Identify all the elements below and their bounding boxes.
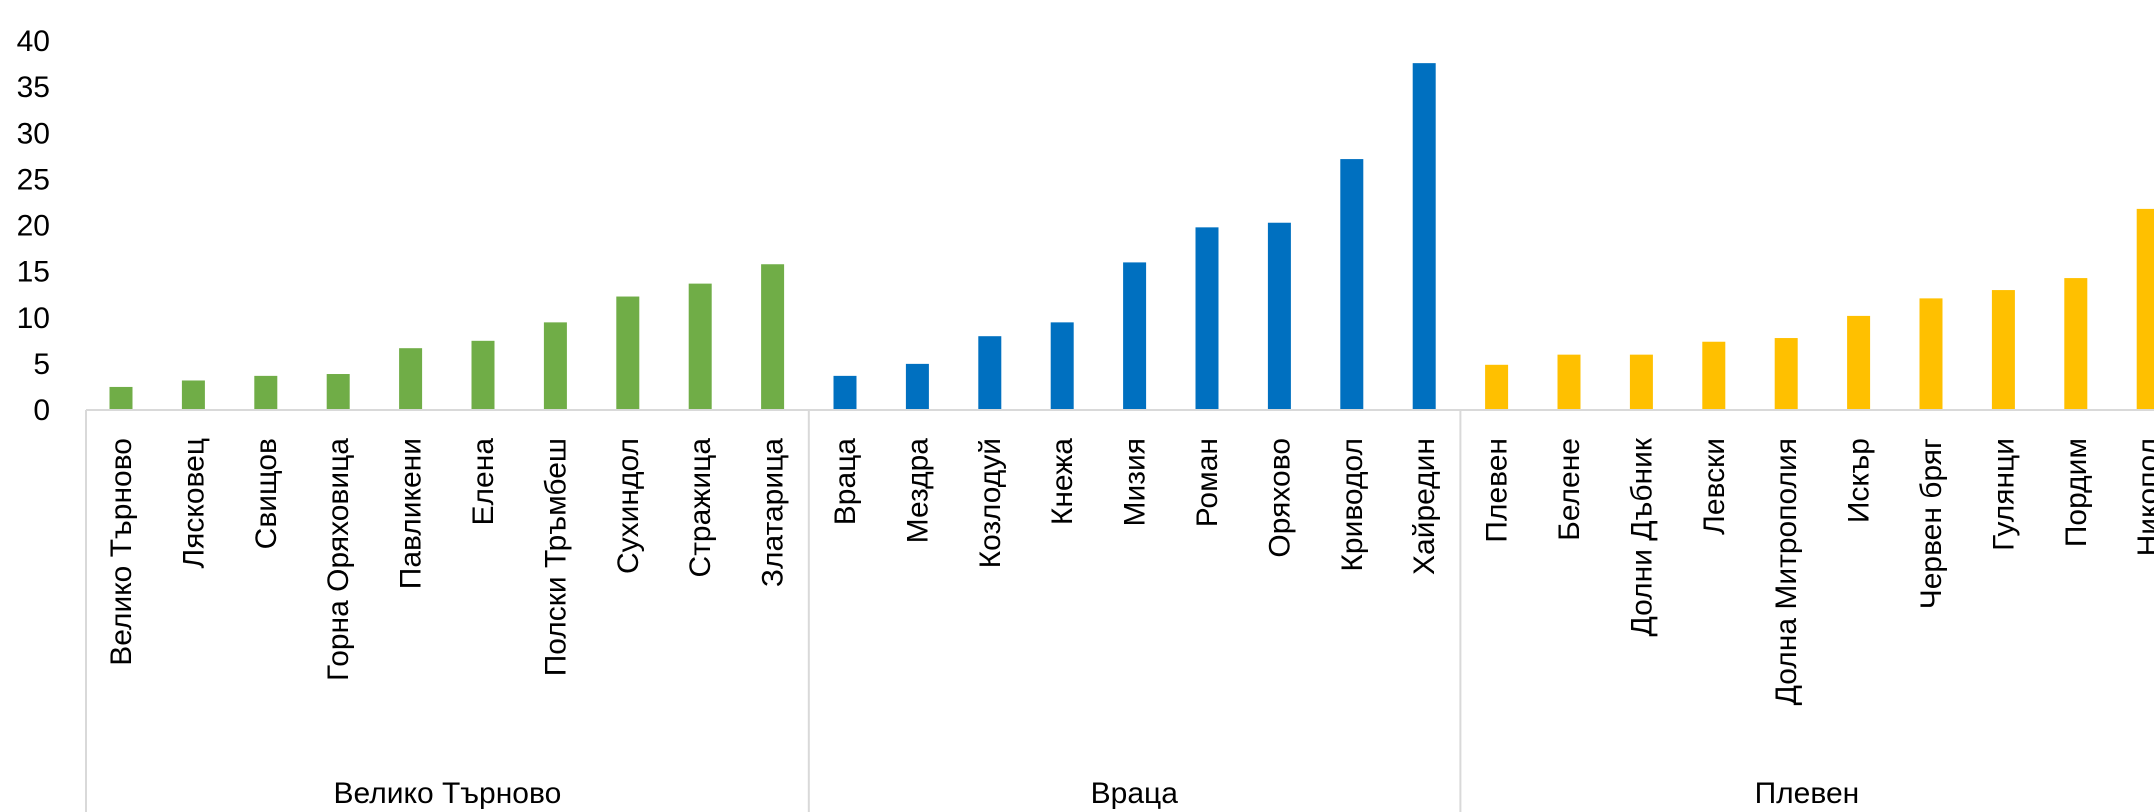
bar xyxy=(978,336,1002,410)
y-tick-label: 15 xyxy=(17,256,50,289)
bar xyxy=(1050,322,1074,410)
bar xyxy=(109,386,133,410)
category-label: Плевен xyxy=(1481,438,1514,543)
category-label: Искър xyxy=(1843,438,1876,523)
category-label: Долна Митрополия xyxy=(1770,438,1803,705)
bar xyxy=(688,283,712,410)
category-label: Мездра xyxy=(901,438,934,544)
category-label: Мизия xyxy=(1119,438,1152,527)
bar xyxy=(1557,354,1581,410)
bar xyxy=(1195,227,1219,410)
category-label: Лясковец xyxy=(177,438,210,569)
category-label: Стражица xyxy=(684,438,717,578)
bar xyxy=(1847,315,1871,410)
y-tick-label: 30 xyxy=(17,117,50,150)
y-tick-label: 5 xyxy=(33,348,50,381)
y-tick-label: 35 xyxy=(17,71,50,104)
y-tick-label: 25 xyxy=(17,163,50,196)
bars xyxy=(109,63,2154,410)
group-label: Велико Търново xyxy=(334,777,562,810)
y-tick-label: 40 xyxy=(17,25,50,58)
bar xyxy=(1629,354,1653,410)
category-label: Долни Дъбник xyxy=(1625,437,1658,636)
bar xyxy=(1340,159,1364,410)
category-label: Никопол xyxy=(2132,438,2154,556)
bar xyxy=(543,322,567,410)
category-label: Полски Тръмбеш xyxy=(539,438,572,676)
category-label: Сухиндол xyxy=(612,438,645,574)
y-tick-label: 20 xyxy=(17,210,50,243)
category-label: Свищов xyxy=(250,438,283,549)
category-label: Кнежа xyxy=(1046,438,1079,525)
category-label: Елена xyxy=(467,438,500,526)
bar xyxy=(471,340,495,410)
bar xyxy=(1267,222,1291,410)
category-label: Оряхово xyxy=(1263,438,1296,558)
category-label: Горна Оряховица xyxy=(322,438,355,681)
group-label: Враца xyxy=(1091,777,1179,810)
y-axis: 0 5 10 15 20 25 30 35 40 xyxy=(17,25,50,427)
bar xyxy=(399,348,423,410)
category-label: Левски xyxy=(1698,438,1731,535)
bar xyxy=(254,375,278,410)
bar xyxy=(1485,364,1509,410)
category-label: Гулянци xyxy=(1987,438,2020,551)
group-label: Плевен xyxy=(1755,777,1860,810)
bar xyxy=(1991,290,2015,410)
x-axis: Велико Търново Лясковец Свищов Горна Оряхов… xyxy=(85,409,2154,812)
category-label: Червен бряг xyxy=(1915,438,1948,609)
bar xyxy=(1123,262,1147,410)
y-tick-label: 0 xyxy=(33,394,50,427)
bar xyxy=(761,264,785,410)
bar xyxy=(905,363,929,410)
bar xyxy=(833,375,857,410)
category-label: Златарица xyxy=(757,438,790,587)
category-label: Пордим xyxy=(2060,438,2093,547)
category-label: Козлодуй xyxy=(974,438,1007,568)
category-label: Велико Търново xyxy=(105,438,138,666)
bar xyxy=(1774,338,1798,410)
category-label: Враца xyxy=(829,438,862,526)
category-label: Хайредин xyxy=(1408,438,1441,575)
category-label: Белене xyxy=(1553,438,1586,541)
bar xyxy=(181,380,205,410)
bar xyxy=(1702,341,1726,410)
category-label: Павликени xyxy=(395,438,428,589)
category-label: Роман xyxy=(1191,438,1224,527)
bar xyxy=(326,374,350,410)
y-tick-label: 10 xyxy=(17,302,50,335)
bar xyxy=(1412,63,1436,410)
bar xyxy=(1919,298,1943,410)
bar xyxy=(616,296,640,410)
category-label: Криводол xyxy=(1336,438,1369,572)
bar xyxy=(2136,208,2154,410)
bar xyxy=(2064,278,2088,410)
